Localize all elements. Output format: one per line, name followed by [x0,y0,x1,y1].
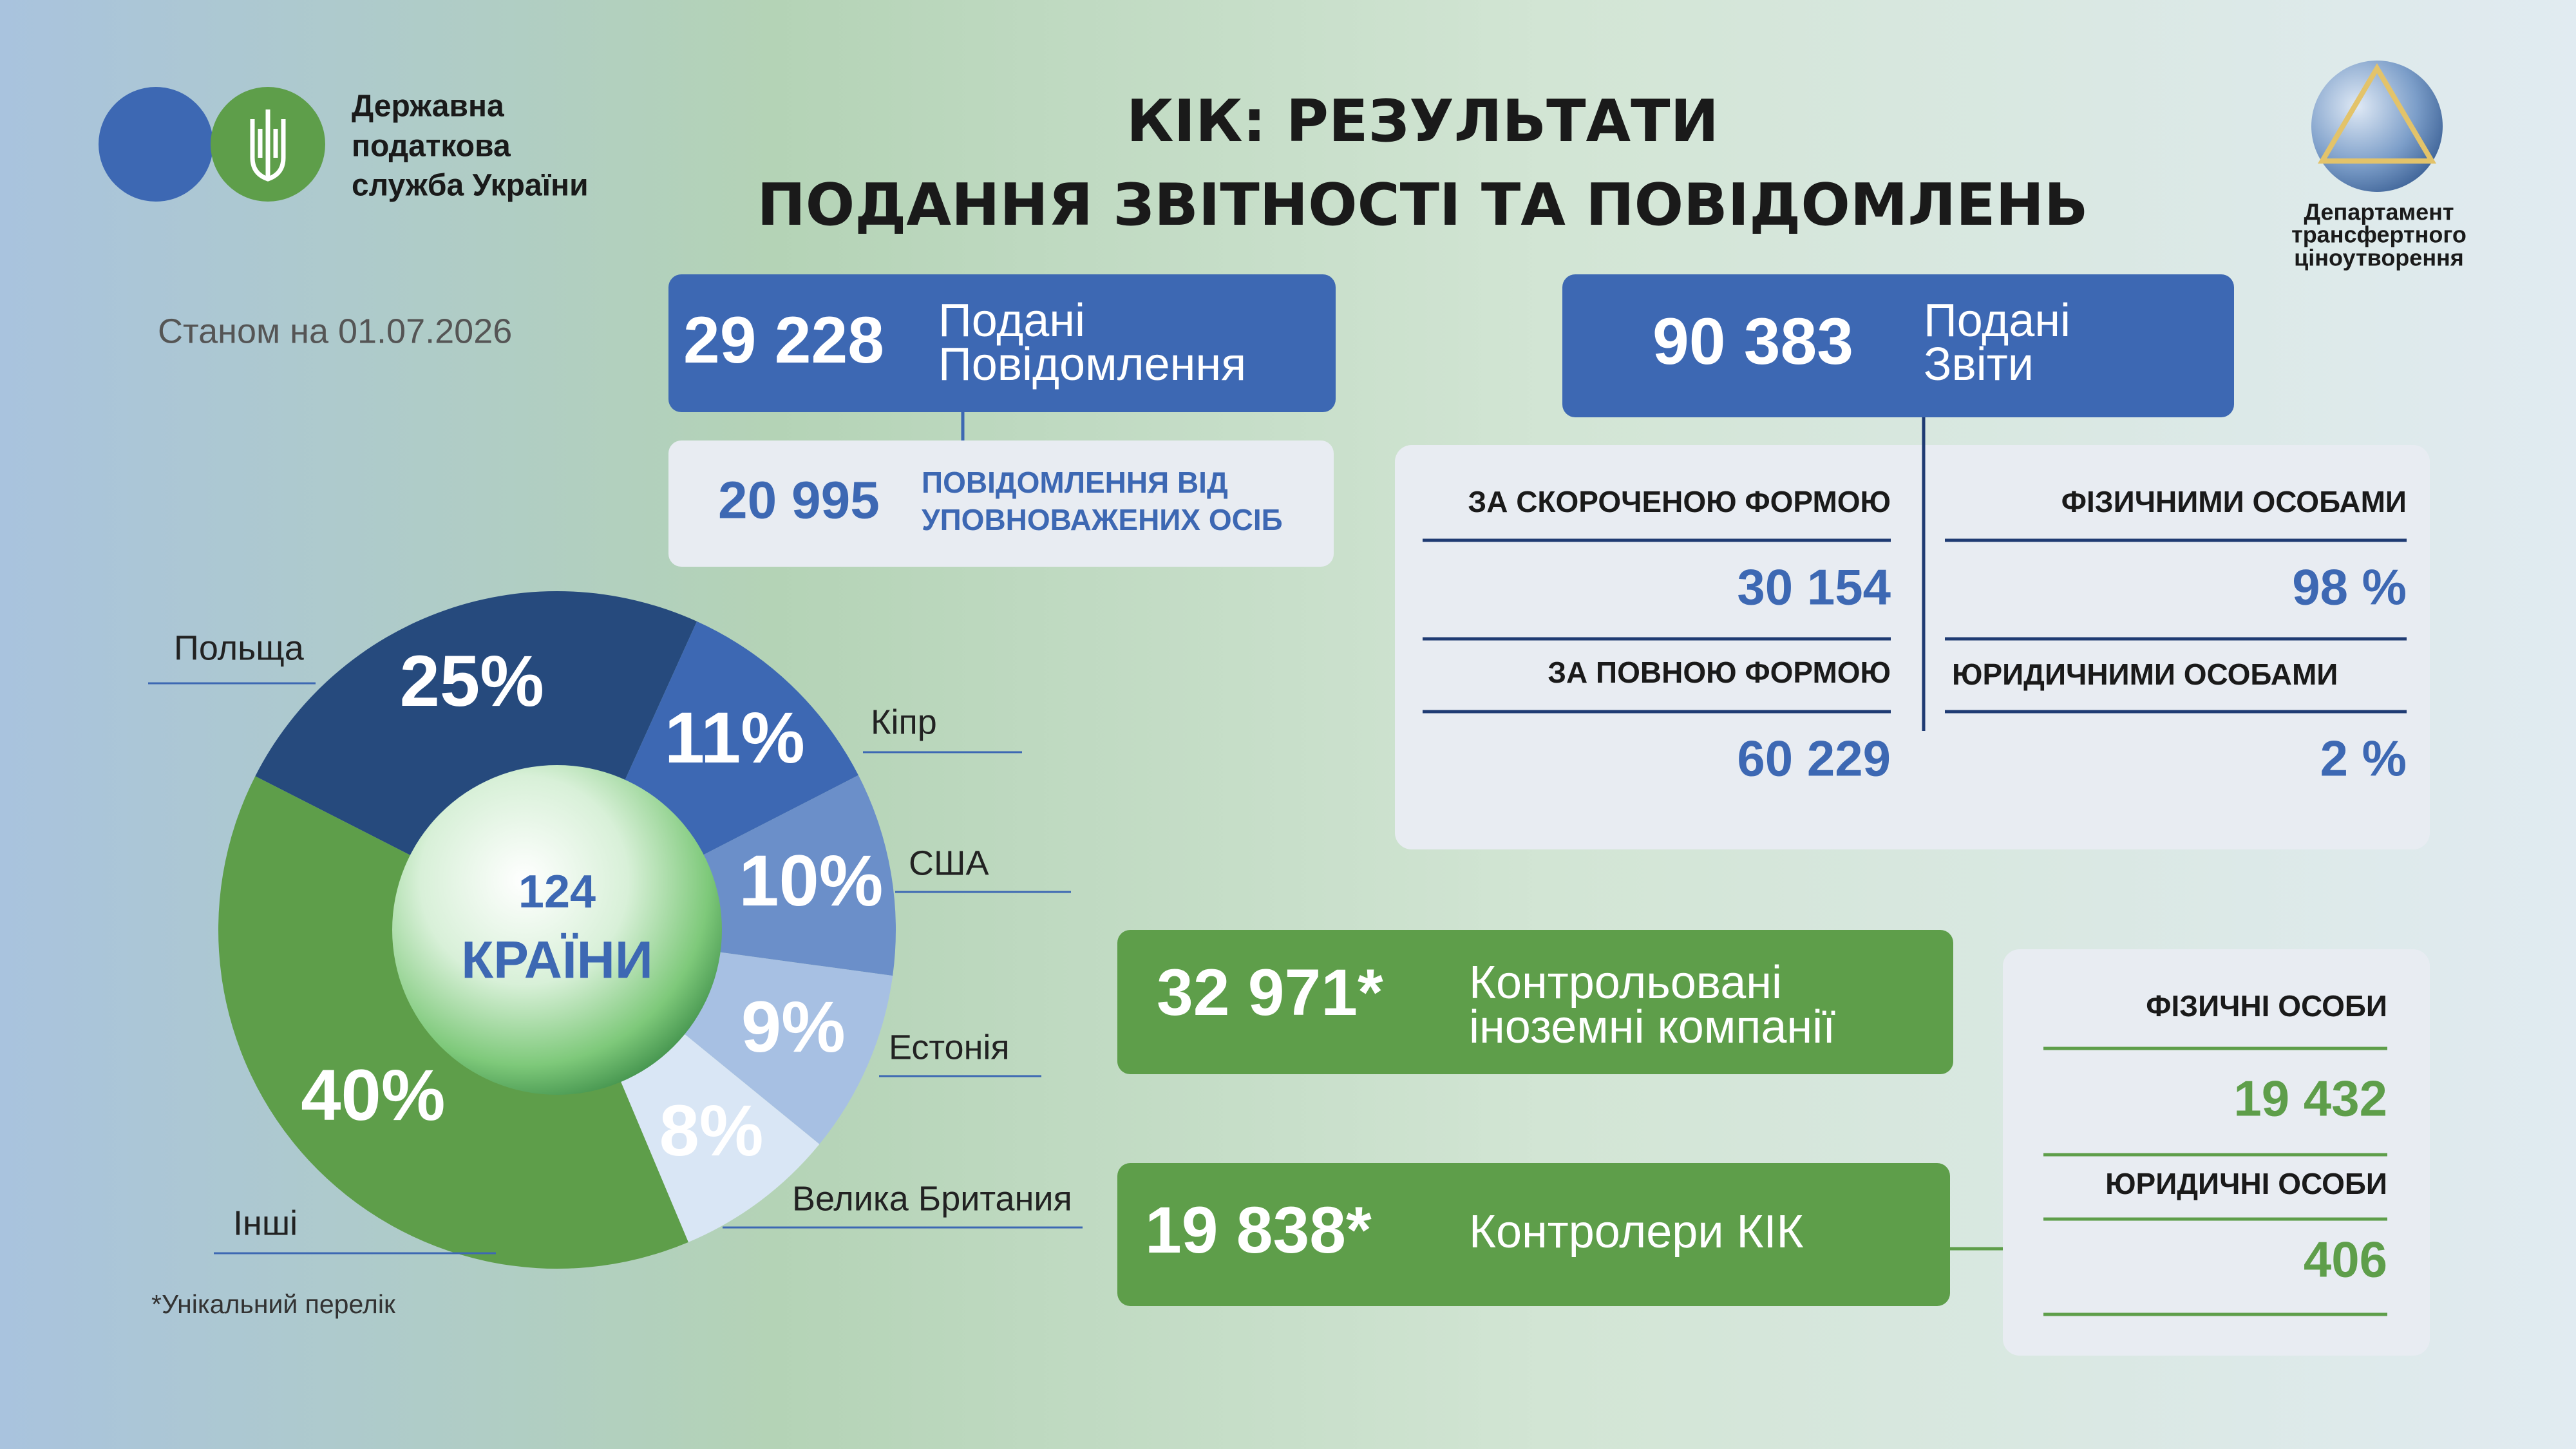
controllers-breakdown-box [2003,949,2430,1356]
value-label: 9% [741,987,846,1067]
authorized-value: 20 995 [718,471,880,530]
reports-box [1562,274,2234,417]
org-name: Державна [352,90,504,124]
notifications-label: Подані [938,295,1085,346]
controllers-box [1117,1163,1950,1306]
globe [392,765,722,1095]
value-label: 11% [665,697,805,778]
title: КІК: РЕЗУЛЬТАТИ [1126,88,1719,155]
controllers-type-label: ЮРИДИЧНІ ОСОБИ [2105,1167,2387,1200]
form-value: 60 229 [1737,730,1891,787]
footnote: *Унікальний перелік [151,1289,396,1319]
notifications-value: 29 228 [683,303,884,377]
pie-slice [619,1032,820,1242]
value-label: 25% [400,641,544,721]
center-label: КРАЇНИ [461,931,653,990]
dept-name: трансфертного [2291,222,2467,248]
pie-slice [255,591,697,857]
dept-name: ціноутворення [2294,245,2464,271]
form-label: ЗА ПОВНОЮ ФОРМОЮ [1548,656,1891,689]
controllers-type-label: ФІЗИЧНІ ОСОБИ [2146,989,2387,1023]
dividers [2043,1046,2387,1316]
cfc-box [1117,930,1953,1074]
form-label: ЗА СКОРОЧЕНОЮ ФОРМОЮ [1468,485,1891,518]
title: ПОДАННЯ ЗВІТНОСТІ ТА ПОВІДОМЛЕНЬ [757,171,2088,239]
org-name: податкова [352,129,511,164]
person-label: ФІЗИЧНИМИ ОСОБАМИ [2061,485,2407,518]
category-label: Естонія [889,1028,1010,1066]
category-label: Велика Британия [792,1179,1072,1218]
category-label: Польща [174,629,305,667]
pie-slice [623,621,858,857]
reports-label: Звіти [1924,339,2034,390]
value-label: 8% [659,1090,764,1171]
dept-logo-triangle [2317,63,2437,164]
dept-name: Департамент [2304,199,2454,225]
controllers-type-value: 19 432 [2233,1070,2387,1127]
pie-slice [681,951,893,1144]
trident-icon [250,109,286,182]
org-name: служба України [352,169,589,203]
controllers-type-value: 406 [2304,1231,2387,1288]
reports-label: Подані [1924,295,2070,346]
dept-logo [2311,61,2443,192]
authorized-box [668,440,1334,567]
person-label: ЮРИДИЧНИМИ ОСОБАМИ [1952,658,2338,691]
form-value: 30 154 [1737,559,1891,616]
notifications-label: Повідомлення [938,339,1246,390]
reports-value: 90 383 [1653,305,1853,378]
value-label: 10% [739,840,883,921]
dividers [1423,538,2407,714]
cfc-value: 32 971* [1157,956,1383,1029]
category-label: Кіпр [871,703,937,741]
reports-breakdown-box [1395,445,2430,849]
cfc-label: іноземні компанії [1469,1001,1835,1053]
notifications-box [668,274,1336,412]
pie-slice [218,776,688,1269]
value-label: 40% [301,1055,445,1135]
date: Станом на 01.07.2026 [158,312,512,350]
person-value: 2 % [2320,730,2407,787]
authorized-label: ПОВІДОМЛЕННЯ ВІД [922,466,1228,499]
person-value: 98 % [2292,559,2407,616]
logo-circle [99,87,213,202]
controllers-label: Контролери КІК [1469,1206,1803,1258]
category-label: США [909,844,989,882]
category-label: Інші [233,1204,298,1242]
donut-chart: 124 КРАЇНИ 25% 11% 10% 9% 8% 40% Польща Кіпр США Ес… [148,591,1083,1269]
pie-slice [700,775,896,976]
cfc-label: Контрольовані [1469,957,1782,1009]
center-value: 124 [518,866,596,918]
controllers-value: 19 838* [1145,1193,1372,1267]
authorized-label: УПОВНОВАЖЕНИХ ОСІБ [922,503,1283,536]
